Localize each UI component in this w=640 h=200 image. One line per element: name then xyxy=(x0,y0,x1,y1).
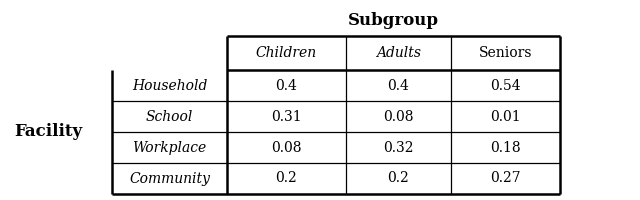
Text: Workplace: Workplace xyxy=(132,141,207,155)
Text: 0.01: 0.01 xyxy=(490,110,521,124)
Text: 0.32: 0.32 xyxy=(383,141,413,155)
Text: Household: Household xyxy=(132,79,207,92)
Text: 0.4: 0.4 xyxy=(275,79,298,92)
Text: Children: Children xyxy=(256,46,317,60)
Text: 0.2: 0.2 xyxy=(388,172,409,186)
Text: 0.4: 0.4 xyxy=(387,79,410,92)
Text: 0.08: 0.08 xyxy=(383,110,413,124)
Text: Adults: Adults xyxy=(376,46,421,60)
Text: School: School xyxy=(146,110,193,124)
Text: Community: Community xyxy=(129,172,210,186)
Text: Facility: Facility xyxy=(14,124,82,141)
Text: 0.31: 0.31 xyxy=(271,110,301,124)
Text: Subgroup: Subgroup xyxy=(348,12,439,29)
Text: 0.54: 0.54 xyxy=(490,79,521,92)
Text: 0.2: 0.2 xyxy=(276,172,297,186)
Text: 0.27: 0.27 xyxy=(490,172,521,186)
Text: 0.08: 0.08 xyxy=(271,141,301,155)
Text: 0.18: 0.18 xyxy=(490,141,521,155)
Text: Seniors: Seniors xyxy=(479,46,532,60)
